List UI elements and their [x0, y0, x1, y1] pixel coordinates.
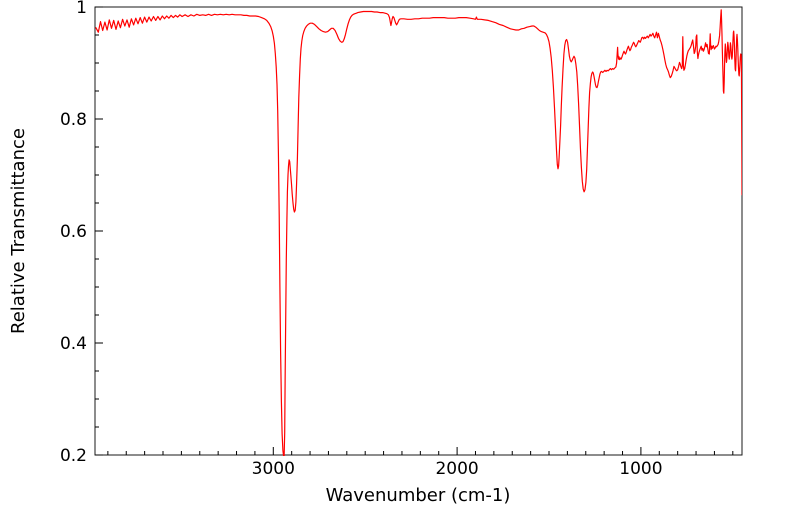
- tick-label: 0.6: [60, 222, 87, 242]
- y-axis-title: Relative Transmittance: [8, 128, 29, 334]
- tick-label: 0.8: [60, 110, 87, 130]
- tick-label: 2000: [435, 459, 478, 479]
- tick-label: 0.2: [60, 446, 87, 466]
- x-axis-title: Wavenumber (cm-1): [326, 485, 511, 506]
- tick-label: 1000: [619, 459, 662, 479]
- spectrum-line: [95, 9, 742, 456]
- tick-label: 3000: [252, 459, 295, 479]
- tick-label: 1: [76, 0, 87, 18]
- x-tick-labels: 3000 2000 1000: [252, 459, 663, 479]
- y-tick-labels: 1 0.8 0.6 0.4 0.2: [60, 0, 87, 466]
- y-axis-ticks: [95, 6, 103, 456]
- x-axis-ticks: [107, 447, 734, 455]
- plot-frame: [94, 6, 743, 456]
- tick-label: 0.4: [60, 334, 87, 354]
